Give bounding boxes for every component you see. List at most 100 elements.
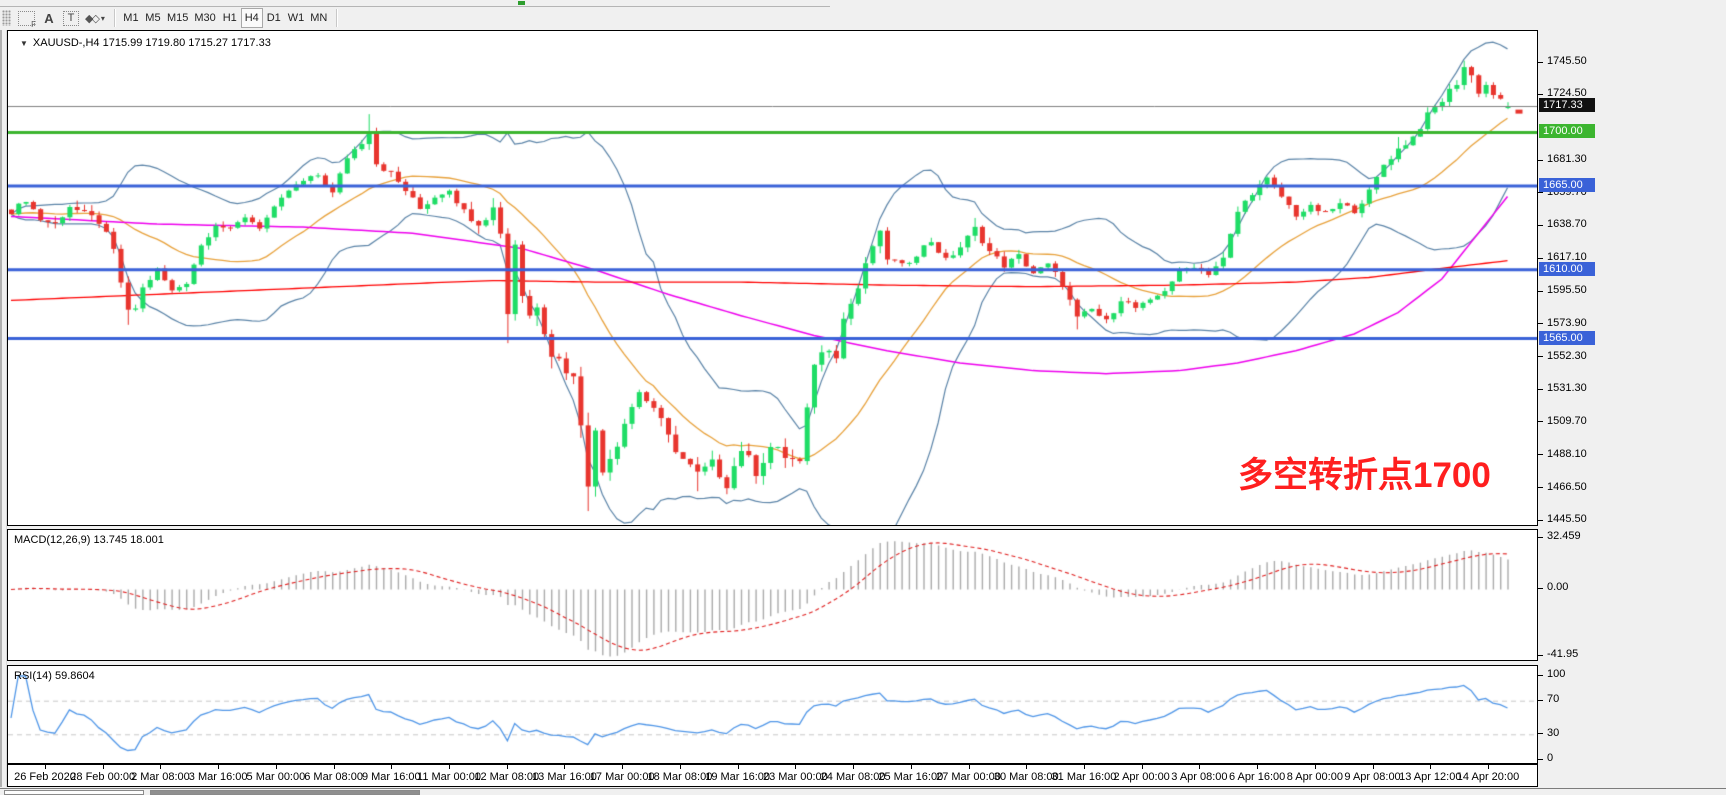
macd-label: MACD(12,26,9) 13.745 18.001: [14, 534, 164, 546]
rsi-tick: [1538, 699, 1543, 701]
time-tick-label: 12 Mar 08:00: [474, 771, 540, 783]
price-tag-1665.00: 1665.00: [1539, 177, 1595, 192]
price-tick: [1538, 356, 1543, 358]
time-tick-label: 3 Apr 08:00: [1171, 771, 1228, 783]
rsi-tick: [1538, 733, 1543, 735]
chart-dropdown-icon[interactable]: ▼: [20, 39, 28, 48]
time-tick-label: 31 Mar 16:00: [1051, 771, 1117, 783]
time-tick-label: 13 Mar 16:00: [532, 771, 597, 783]
macd-tick: [1538, 536, 1543, 538]
rsi-tick-label: 100: [1547, 668, 1566, 680]
chart-title: ▼ XAUUSD-,H4 1715.99 1719.80 1715.27 1717…: [20, 37, 271, 49]
price-tick-label: 1466.50: [1547, 480, 1587, 493]
cut-off-button: [518, 1, 525, 5]
text-label-button[interactable]: T: [60, 8, 82, 28]
window-bottom-edge: [0, 788, 1726, 795]
time-tick-label: 3 Mar 16:00: [188, 771, 248, 783]
cut-off-tab: [150, 790, 420, 795]
timeframe-button-M15[interactable]: M15: [166, 12, 189, 24]
price-tick: [1538, 454, 1543, 456]
macd-canvas[interactable]: [8, 530, 1537, 660]
time-tick-label: 25 Mar 16:00: [878, 771, 944, 783]
time-tick-label: 26 Feb 2020: [14, 771, 76, 783]
timeframe-button-W1[interactable]: W1: [287, 12, 305, 24]
rsi-tick-label: 30: [1547, 726, 1560, 739]
price-tick: [1538, 421, 1543, 423]
time-tick: [1141, 765, 1143, 769]
macd-tick: [1538, 654, 1543, 656]
time-tick-label: 27 Mar 00:00: [936, 771, 1001, 783]
timeframe-button-H4[interactable]: H4: [240, 8, 263, 28]
price-tag-1717.33: 1717.33: [1539, 98, 1595, 112]
price-tick: [1538, 257, 1543, 259]
time-tick-label: 6 Apr 16:00: [1228, 771, 1286, 783]
time-tick-label: 30 Mar 08:00: [993, 771, 1059, 783]
price-tick: [1538, 159, 1543, 161]
time-tick: [1199, 765, 1201, 769]
macd-tick-label: 32.459: [1547, 530, 1581, 542]
arrows-button[interactable]: ◆◇ ▾: [82, 8, 108, 28]
time-tick: [679, 765, 681, 769]
time-tick: [795, 765, 797, 769]
price-tick-label: 1638.70: [1547, 218, 1587, 231]
time-tick: [506, 765, 508, 769]
price-tick: [1538, 519, 1543, 521]
rsi-panel: RSI(14) 59.8604: [7, 665, 1538, 764]
timeframes-toolbar: M1 M5 M15 M30 H1 H4 D1 W1 MN: [120, 8, 330, 28]
price-tick: [1538, 93, 1543, 95]
time-tick: [1430, 765, 1432, 769]
time-tick: [218, 765, 220, 769]
rsi-tick: [1538, 758, 1543, 760]
time-tick: [333, 765, 335, 769]
time-tick-label: 5 Mar 00:00: [246, 771, 306, 783]
rsi-tick-label: 0: [1547, 752, 1554, 764]
time-tick: [275, 765, 277, 769]
price-tick-label: 1595.50: [1547, 284, 1587, 296]
shapes-icon: ◆◇: [85, 12, 100, 25]
time-tick-label: 9 Mar 16:00: [361, 771, 421, 783]
price-tag-1610.00: 1610.00: [1539, 261, 1595, 276]
macd-tick-label: 0.00: [1547, 581, 1569, 594]
timeframe-button-D1[interactable]: D1: [266, 12, 281, 24]
rsi-tick: [1538, 674, 1543, 676]
price-chart-panel: ▼ XAUUSD-,H4 1715.99 1719.80 1715.27 1717…: [7, 30, 1538, 526]
fibonacci-button[interactable]: [15, 8, 38, 29]
price-tick-label: 1573.90: [1547, 316, 1587, 329]
timeframe-button-M5[interactable]: M5: [145, 12, 161, 24]
time-tick: [968, 765, 970, 769]
time-tick: [1083, 765, 1085, 769]
timeframe-button-M1[interactable]: M1: [123, 12, 139, 24]
time-tick: [160, 765, 162, 769]
price-chart-canvas[interactable]: [8, 31, 1537, 525]
cut-off-tab: [4, 790, 144, 795]
time-tick: [1314, 765, 1316, 769]
time-tick-label: 9 Apr 08:00: [1344, 771, 1401, 783]
price-tick-label: 1552.30: [1547, 349, 1587, 362]
price-tag-1700.00: 1700.00: [1539, 124, 1595, 139]
time-tick: [102, 765, 104, 769]
text-button[interactable]: A: [38, 8, 60, 28]
macd-tick: [1538, 587, 1543, 589]
time-axis[interactable]: [7, 764, 1538, 787]
time-tick: [910, 765, 912, 769]
time-tick-label: 6 Mar 08:00: [304, 771, 363, 783]
price-tick: [1538, 224, 1543, 226]
price-tick: [1538, 487, 1543, 489]
time-tick-label: 28 Feb 00:00: [70, 771, 136, 783]
toolbar-drag-handle[interactable]: [2, 10, 11, 26]
time-tick: [1257, 765, 1259, 769]
text-label-t-icon: T: [63, 10, 79, 26]
price-tick: [1538, 388, 1543, 390]
timeframe-button-M30[interactable]: M30: [194, 12, 216, 24]
dropdown-caret-icon: ▾: [100, 13, 105, 23]
toolbar-separator: [336, 9, 338, 27]
price-tick-label: 1681.30: [1547, 153, 1587, 165]
timeframe-button-MN[interactable]: MN: [310, 12, 328, 24]
price-tick-label: 1445.50: [1547, 513, 1587, 525]
timeframe-button-H1[interactable]: H1: [222, 12, 237, 24]
time-tick-label: 11 Mar 00:00: [417, 771, 482, 783]
time-tick: [622, 765, 624, 769]
time-tick: [853, 765, 855, 769]
rsi-canvas[interactable]: [8, 666, 1537, 763]
